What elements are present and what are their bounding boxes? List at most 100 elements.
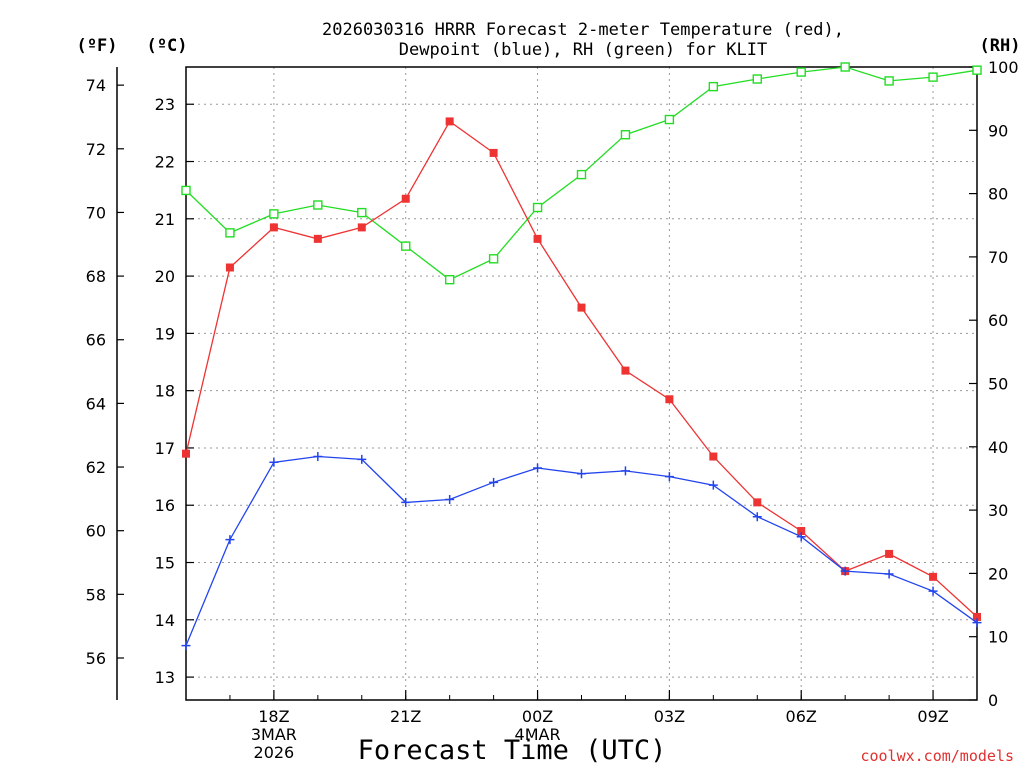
time-tick-label: 18Z (258, 707, 289, 726)
rh-tick-label: 90 (988, 121, 1008, 140)
celsius-tick-label: 15 (155, 554, 175, 573)
temperature-point (665, 395, 674, 404)
rh-point (840, 62, 850, 72)
rh-point (620, 130, 631, 140)
plot-frame (185, 66, 978, 701)
rh-point (313, 200, 323, 210)
temperature-point (973, 612, 981, 621)
series-layer (181, 62, 982, 651)
temperature-point (621, 366, 630, 375)
time-tick-label: 2026 (254, 743, 295, 762)
celsius-tick-label: 20 (155, 267, 175, 286)
rh-tick-label: 40 (988, 438, 1008, 457)
dewpoint-point (225, 535, 235, 545)
rh-point (532, 202, 543, 213)
dewpoint-point (928, 586, 938, 596)
dewpoint-point (620, 466, 630, 476)
temperature-point (709, 452, 718, 461)
rh-point (884, 76, 894, 86)
time-tick-label: 00Z (522, 707, 553, 726)
dewpoint-point (489, 477, 499, 487)
dewpoint-point (533, 463, 543, 473)
celsius-tick-label: 23 (155, 95, 175, 114)
rh-point (401, 241, 411, 251)
rh-point (225, 228, 235, 238)
dewpoint-point (269, 457, 279, 467)
fahrenheit-axis: 56 58 60 62 64 66 68 70 72 74 (86, 76, 124, 668)
temperature-point (533, 234, 542, 243)
fahrenheit-tick-label: 56 (86, 649, 106, 668)
dewpoint-point (972, 618, 982, 628)
celsius-tick-label: 21 (155, 210, 175, 229)
time-tick-label: 21Z (390, 707, 421, 726)
rh-point (181, 185, 191, 196)
temperature-point (225, 263, 234, 272)
rh-point (928, 72, 938, 82)
dewpoint-point (401, 497, 411, 507)
rh-tick-label: 20 (988, 564, 1008, 583)
temperature-point (313, 234, 322, 243)
dewpoint-point (577, 469, 586, 479)
fahrenheit-tick-label: 70 (86, 203, 106, 222)
rh-point (664, 114, 675, 125)
temperature-point (401, 194, 410, 203)
rh-tick-label: 100 (988, 58, 1019, 77)
time-tick-label: 3MAR (251, 725, 297, 744)
fahrenheit-tick-label: 62 (86, 458, 106, 477)
rh-tick-label: 60 (988, 311, 1008, 330)
temperature-point (577, 303, 586, 312)
rh-point (752, 74, 762, 84)
rh-point (269, 209, 279, 219)
temperature-point (753, 498, 762, 507)
rh-point (972, 65, 982, 75)
rh-point (357, 207, 367, 218)
time-tick-label: 06Z (786, 707, 817, 726)
temperature-point (885, 549, 894, 558)
rh-tick-label: 0 (988, 691, 998, 710)
time-tick-label: 03Z (654, 707, 685, 726)
fahrenheit-tick-label: 60 (86, 522, 106, 541)
temperature-point (929, 572, 938, 581)
time-tick-label: 09Z (917, 707, 948, 726)
dewpoint-point (752, 512, 762, 522)
celsius-tick-label: 22 (155, 153, 175, 172)
fahrenheit-tick-label: 66 (86, 331, 106, 350)
celsius-unit-label: (ºC) (147, 36, 188, 56)
temperature-point (489, 148, 498, 157)
x-axis-title: Forecast Time (UTC) (358, 735, 667, 766)
temperature-point (797, 527, 806, 536)
fahrenheit-tick-label: 72 (86, 140, 106, 159)
credit-text: coolwx.com/models (860, 747, 1014, 765)
rh-point (444, 274, 455, 285)
temperature-point (182, 449, 190, 458)
dewpoint-point (313, 452, 323, 462)
grid-lines (186, 67, 977, 700)
dewpoint-point (884, 569, 894, 579)
chart-title-line-1: 2026030316 HRRR Forecast 2-meter Tempera… (322, 20, 844, 40)
temperature-point (269, 223, 278, 232)
rh-unit-label: (RH) (980, 36, 1021, 56)
time-tick-label: 4MAR (515, 725, 561, 744)
rh-point (708, 81, 719, 92)
rh-point (796, 67, 806, 77)
fahrenheit-unit-label: (ºF) (77, 36, 118, 56)
celsius-tick-label: 14 (155, 611, 175, 630)
celsius-tick-label: 17 (155, 439, 175, 458)
dewpoint-point (796, 532, 806, 542)
rh-tick-label: 80 (988, 185, 1008, 204)
celsius-tick-label: 13 (155, 668, 175, 687)
celsius-tick-label: 16 (155, 496, 175, 515)
celsius-tick-label: 18 (155, 382, 175, 401)
dewpoint-point (357, 454, 367, 464)
rh-tick-label: 10 (988, 628, 1008, 647)
celsius-axis: 13 14 15 16 17 18 19 20 21 22 23 (155, 95, 194, 687)
dewpoint-line (185, 455, 978, 646)
temperature-point (445, 117, 454, 126)
rh-tick-label: 50 (988, 375, 1008, 394)
fahrenheit-tick-label: 74 (86, 76, 106, 95)
temperature-point (357, 223, 366, 232)
rh-tick-label: 30 (988, 501, 1008, 520)
dewpoint-point (708, 480, 718, 490)
dewpoint-point (181, 641, 191, 651)
